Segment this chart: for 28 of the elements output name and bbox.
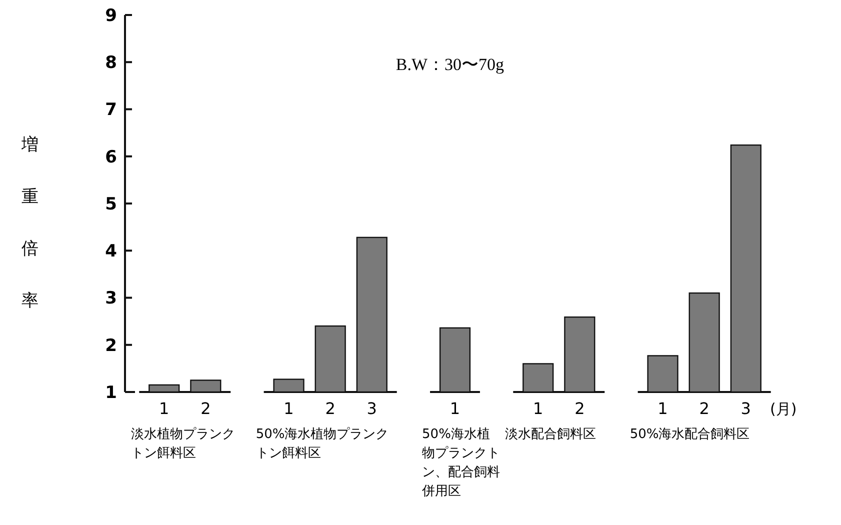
x-tick-label: 1	[159, 399, 170, 418]
y-tick-label: 3	[105, 288, 117, 309]
text: 淡水植物プランクトン餌料区	[131, 427, 236, 461]
x-axis-title: (月)	[770, 400, 797, 418]
x-tick-label: 2	[699, 399, 710, 418]
y-tick-label: 2	[105, 336, 117, 356]
x-tick-label: 2	[200, 399, 211, 418]
y-tick-label: 4	[105, 242, 118, 262]
text: 50%海水植物プランクトン、配合飼料併用区	[421, 427, 500, 499]
y-tick-label: 8	[105, 53, 117, 74]
text: 淡水配合飼料区	[505, 427, 596, 442]
x-tick-label: 1	[284, 399, 294, 418]
x-tick-label: 2	[574, 399, 585, 418]
text: 50%海水配合飼料区	[630, 427, 750, 442]
y-tick-label: 1	[105, 382, 117, 403]
x-tick-label: 3	[740, 399, 751, 418]
y-tick-label: 9	[105, 6, 117, 26]
x-tick-label: 1	[533, 399, 544, 418]
text: B.W：30〜70g	[396, 55, 505, 74]
x-tick-label: 1	[658, 399, 668, 418]
x-tick-label: 1	[450, 399, 460, 418]
y-tick-label: 5	[105, 194, 117, 214]
text: 増重倍率	[22, 135, 38, 311]
x-tick-label: 2	[325, 399, 336, 418]
text: 50%海水植物プランクトン餌料区	[256, 427, 389, 461]
y-tick-label: 6	[105, 147, 117, 168]
x-tick-label: 3	[366, 399, 377, 418]
y-tick-label: 7	[105, 100, 117, 120]
